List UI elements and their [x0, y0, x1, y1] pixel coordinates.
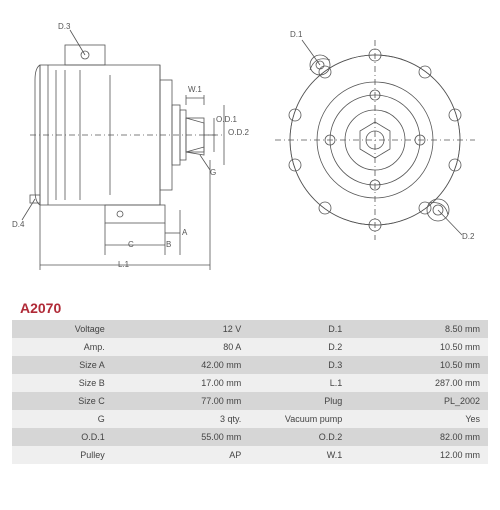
right-diagram: D.1 D.2 — [260, 10, 490, 275]
spec-value: 8.50 mm — [350, 320, 488, 338]
spec-value: 17.00 mm — [113, 374, 250, 392]
spec-value: 42.00 mm — [113, 356, 250, 374]
spec-value: 55.00 mm — [113, 428, 250, 446]
spec-label: Voltage — [12, 320, 113, 338]
spec-value: 12 V — [113, 320, 250, 338]
table-row: Size C77.00 mmPlugPL_2002 — [12, 392, 488, 410]
label-od2: O.D.2 — [228, 128, 249, 137]
spec-value: 77.00 mm — [113, 392, 250, 410]
spec-label: D.1 — [249, 320, 350, 338]
label-a: A — [182, 228, 187, 237]
diagram-area: D.3 D.4 W.1 O.D.1 O.D.2 G A B C L.1 — [10, 10, 490, 285]
spec-label: D.3 — [249, 356, 350, 374]
table-row: Voltage12 VD.18.50 mm — [12, 320, 488, 338]
label-d2: D.2 — [462, 232, 474, 241]
table-row: G3 qty.Vacuum pumpYes — [12, 410, 488, 428]
table-row: Size B17.00 mmL.1287.00 mm — [12, 374, 488, 392]
spec-value: AP — [113, 446, 250, 464]
spec-value: 287.00 mm — [350, 374, 488, 392]
spec-label: D.2 — [249, 338, 350, 356]
spec-label: G — [12, 410, 113, 428]
left-diagram: D.3 D.4 W.1 O.D.1 O.D.2 G A B C L.1 — [10, 10, 250, 275]
label-g: G — [210, 168, 216, 177]
spec-label: Plug — [249, 392, 350, 410]
left-diagram-svg — [10, 10, 250, 275]
spec-label: W.1 — [249, 446, 350, 464]
label-b: B — [166, 240, 171, 249]
spec-value: PL_2002 — [350, 392, 488, 410]
spec-table: Voltage12 VD.18.50 mmAmp.80 AD.210.50 mm… — [12, 320, 488, 464]
label-d3: D.3 — [58, 22, 70, 31]
spec-label: Vacuum pump — [249, 410, 350, 428]
label-d4: D.4 — [12, 220, 24, 229]
spec-value: Yes — [350, 410, 488, 428]
right-diagram-svg — [260, 10, 490, 275]
spec-value: 10.50 mm — [350, 338, 488, 356]
spec-label: Size C — [12, 392, 113, 410]
spec-value: 12.00 mm — [350, 446, 488, 464]
label-od1: O.D.1 — [216, 115, 237, 124]
spec-value: 10.50 mm — [350, 356, 488, 374]
spec-label: Amp. — [12, 338, 113, 356]
label-l1: L.1 — [118, 260, 129, 269]
table-row: Size A42.00 mmD.310.50 mm — [12, 356, 488, 374]
spec-label: O.D.1 — [12, 428, 113, 446]
spec-label: L.1 — [249, 374, 350, 392]
spec-value: 82.00 mm — [350, 428, 488, 446]
table-row: Amp.80 AD.210.50 mm — [12, 338, 488, 356]
table-row: O.D.155.00 mmO.D.282.00 mm — [12, 428, 488, 446]
part-number: A2070 — [20, 300, 61, 316]
table-row: PulleyAPW.112.00 mm — [12, 446, 488, 464]
spec-value: 80 A — [113, 338, 250, 356]
label-w1: W.1 — [188, 85, 202, 94]
label-d1: D.1 — [290, 30, 302, 39]
spec-label: Pulley — [12, 446, 113, 464]
spec-label: Size B — [12, 374, 113, 392]
spec-label: O.D.2 — [249, 428, 350, 446]
page-container: D.3 D.4 W.1 O.D.1 O.D.2 G A B C L.1 — [0, 10, 500, 510]
spec-label: Size A — [12, 356, 113, 374]
label-c: C — [128, 240, 134, 249]
spec-value: 3 qty. — [113, 410, 250, 428]
